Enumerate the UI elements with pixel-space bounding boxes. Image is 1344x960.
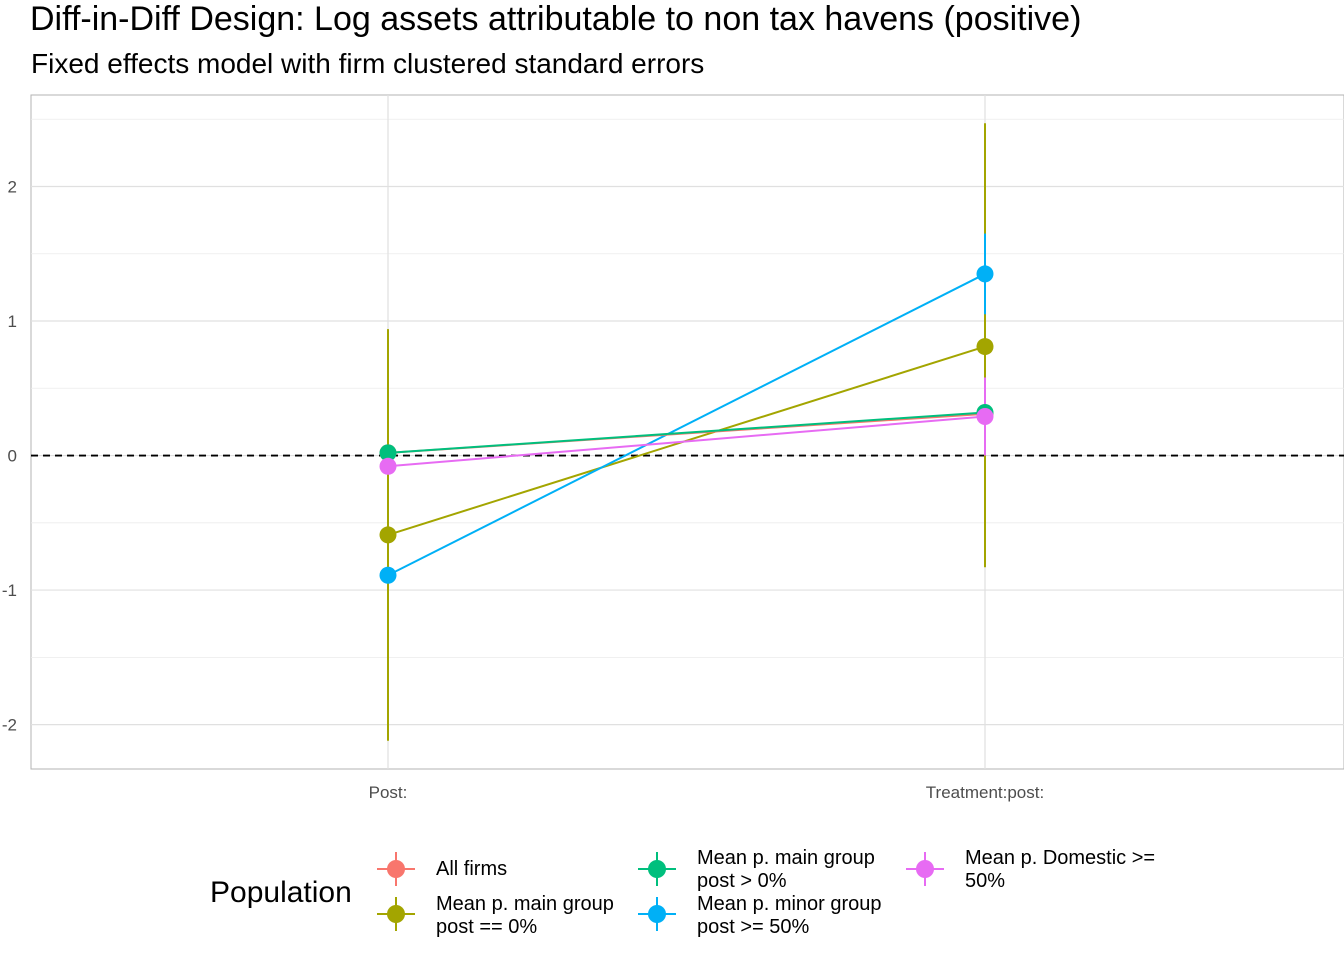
legend-key-point [648,860,666,878]
y-tick-label: 0 [8,447,17,466]
data-point [976,265,994,283]
panel-border [30,94,1344,770]
legend-key-point [916,860,934,878]
legend-label: All firms [436,858,508,880]
legend-key-point [387,860,405,878]
legend-label: Mean p. Domestic >= 50% [965,847,1156,892]
legend-keys [377,852,944,931]
axis-layer: -2 -1 0 1 2 Post: Treatment:post: [2,177,1344,802]
x-tick-label: Treatment:post: [926,783,1044,802]
series-line [387,273,986,577]
legend-key-point [387,905,405,923]
series-line [387,415,986,468]
legend-label: Mean p. minor group post >= 50% [697,893,882,938]
x-tick-label: Post: [369,783,408,802]
y-tick-label: -2 [2,716,17,735]
series-layer [379,123,994,741]
y-tick-label: -1 [2,581,17,600]
series-line [387,411,986,454]
data-point [379,457,397,475]
legend-key-point [648,905,666,923]
chart-subtitle: Fixed effects model with firm clustered … [31,48,705,79]
data-point [976,408,994,426]
data-point [379,566,397,584]
y-tick-label: 2 [8,177,17,196]
y-tick-label: 1 [8,312,17,331]
data-point [379,444,397,462]
legend-label: Mean p. main group post > 0% [697,847,875,892]
data-point [976,338,994,356]
chart-title: Diff-in-Diff Design: Log assets attribut… [30,0,1082,38]
data-point [379,526,397,544]
legend-title: Population [210,876,352,909]
legend-label: Mean p. main group post == 0% [436,893,614,938]
